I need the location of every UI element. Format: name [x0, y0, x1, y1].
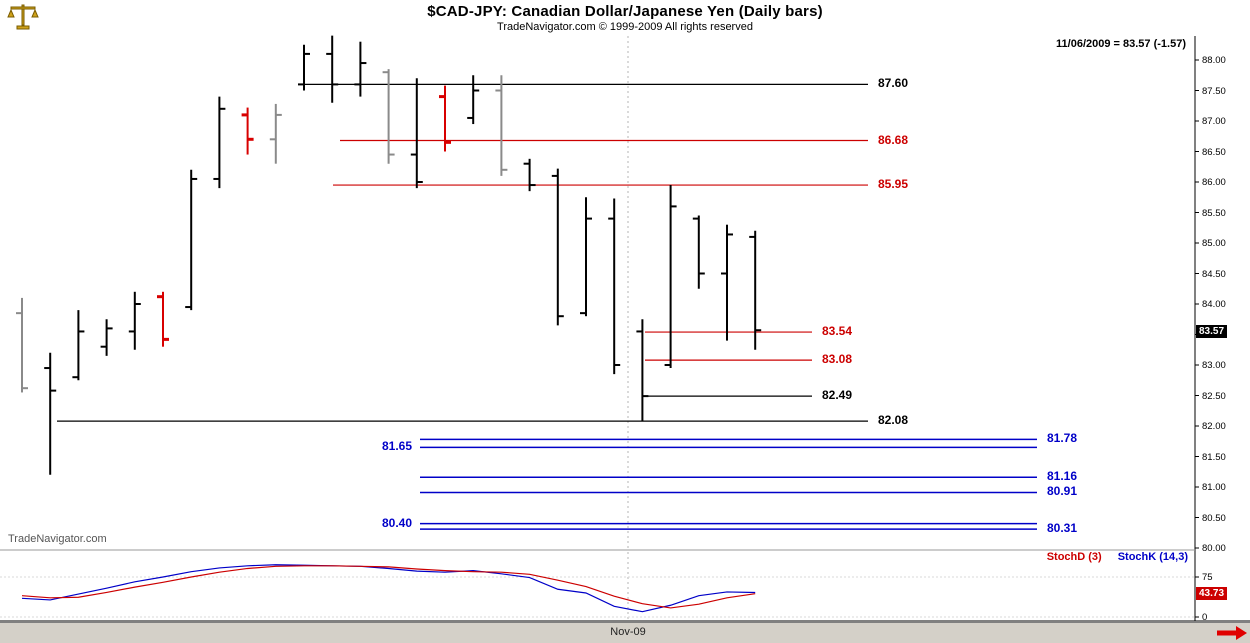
trade-navigator-logo-icon	[6, 2, 40, 34]
last-quote-readout: 11/06/2009 = 83.57 (-1.57)	[1056, 38, 1186, 50]
ohlc-bar-5	[157, 291, 169, 347]
stoch-legend: StochD (3) StochK (14,3)	[1047, 551, 1188, 563]
price-axis-label: 84.00	[1202, 299, 1226, 310]
ohlc-bar-12	[354, 41, 367, 97]
stoch-axis-label: 0	[1202, 612, 1208, 623]
ohlc-bar-8	[241, 107, 254, 155]
ohlc-bar-21	[608, 198, 621, 375]
date-tick-label: Nov-09	[610, 626, 646, 638]
stoch-value-badge: 43.73	[1196, 587, 1228, 600]
ohlc-bar-10	[298, 44, 310, 91]
price-axis-label: 87.00	[1202, 116, 1226, 127]
stoch-line-stochd	[21, 565, 756, 609]
stoch-line-stochk	[21, 564, 756, 613]
stoch-axis-label: 75	[1202, 572, 1213, 583]
ohlc-bar-17	[495, 75, 508, 176]
ohlc-bar-11	[326, 35, 339, 103]
ohlc-bar-1	[44, 352, 57, 475]
ohlc-bar-2	[72, 310, 85, 381]
ohlc-bar-25	[721, 224, 733, 341]
ohlc-bar-22	[636, 319, 649, 422]
price-axis-label: 82.00	[1202, 421, 1226, 432]
ohlc-bar-15	[439, 85, 451, 152]
copyright-line: TradeNavigator.com © 1999-2009 All right…	[497, 21, 753, 33]
ohlc-bar-18	[523, 158, 536, 192]
price-axis-label: 81.00	[1202, 482, 1226, 493]
scroll-right-arrow-icon[interactable]	[1217, 626, 1247, 640]
price-axis-label: 87.50	[1202, 85, 1226, 97]
ohlc-bar-14	[410, 78, 423, 189]
ohlc-bar-9	[269, 103, 282, 164]
watermark: TradeNavigator.com	[8, 533, 107, 545]
ohlc-bar-26	[749, 230, 762, 350]
price-axis-label: 83.00	[1202, 360, 1226, 371]
chart-title: $CAD-JPY: Canadian Dollar/Japanese Yen (…	[427, 3, 823, 20]
ohlc-bar-16	[467, 75, 480, 125]
price-axis-label: 85.50	[1202, 207, 1226, 219]
price-axis-label: 81.50	[1202, 451, 1226, 463]
price-axis-label: 80.50	[1202, 512, 1226, 524]
price-axis-label: 85.00	[1202, 238, 1226, 249]
ohlc-bar-7	[213, 96, 226, 189]
stochk-legend-label: StochK (14,3)	[1117, 551, 1188, 563]
ohlc-bar-13	[382, 69, 395, 164]
ohlc-bar-6	[185, 169, 198, 311]
ohlc-bar-0	[16, 297, 28, 393]
ohlc-bar-19	[551, 168, 564, 326]
price-axis-label: 86.00	[1202, 177, 1226, 188]
price-axis: 88.00 87.50 87.00 86.50 86.00 85.50 85.00 84.50…	[1195, 0, 1250, 643]
ohlc-bar-24	[692, 215, 705, 289]
price-axis-label: 84.50	[1202, 268, 1226, 280]
ohlc-bar-20	[580, 197, 592, 317]
date-axis: Nov-09	[0, 622, 1250, 643]
chart-header: $CAD-JPY: Canadian Dollar/Japanese Yen (…	[0, 0, 1250, 33]
price-axis-label: 86.50	[1202, 146, 1226, 158]
ohlc-bar-4	[128, 291, 141, 350]
price-axis-label: 82.50	[1202, 390, 1226, 402]
stochd-legend-label: StochD (3)	[1046, 551, 1102, 563]
price-axis-label: 88.00	[1202, 55, 1226, 66]
ohlc-bar-3	[100, 319, 113, 356]
ohlc-bar-23	[664, 185, 677, 369]
last-price-badge: 83.57	[1196, 325, 1228, 338]
price-axis-label: 80.00	[1202, 543, 1226, 554]
